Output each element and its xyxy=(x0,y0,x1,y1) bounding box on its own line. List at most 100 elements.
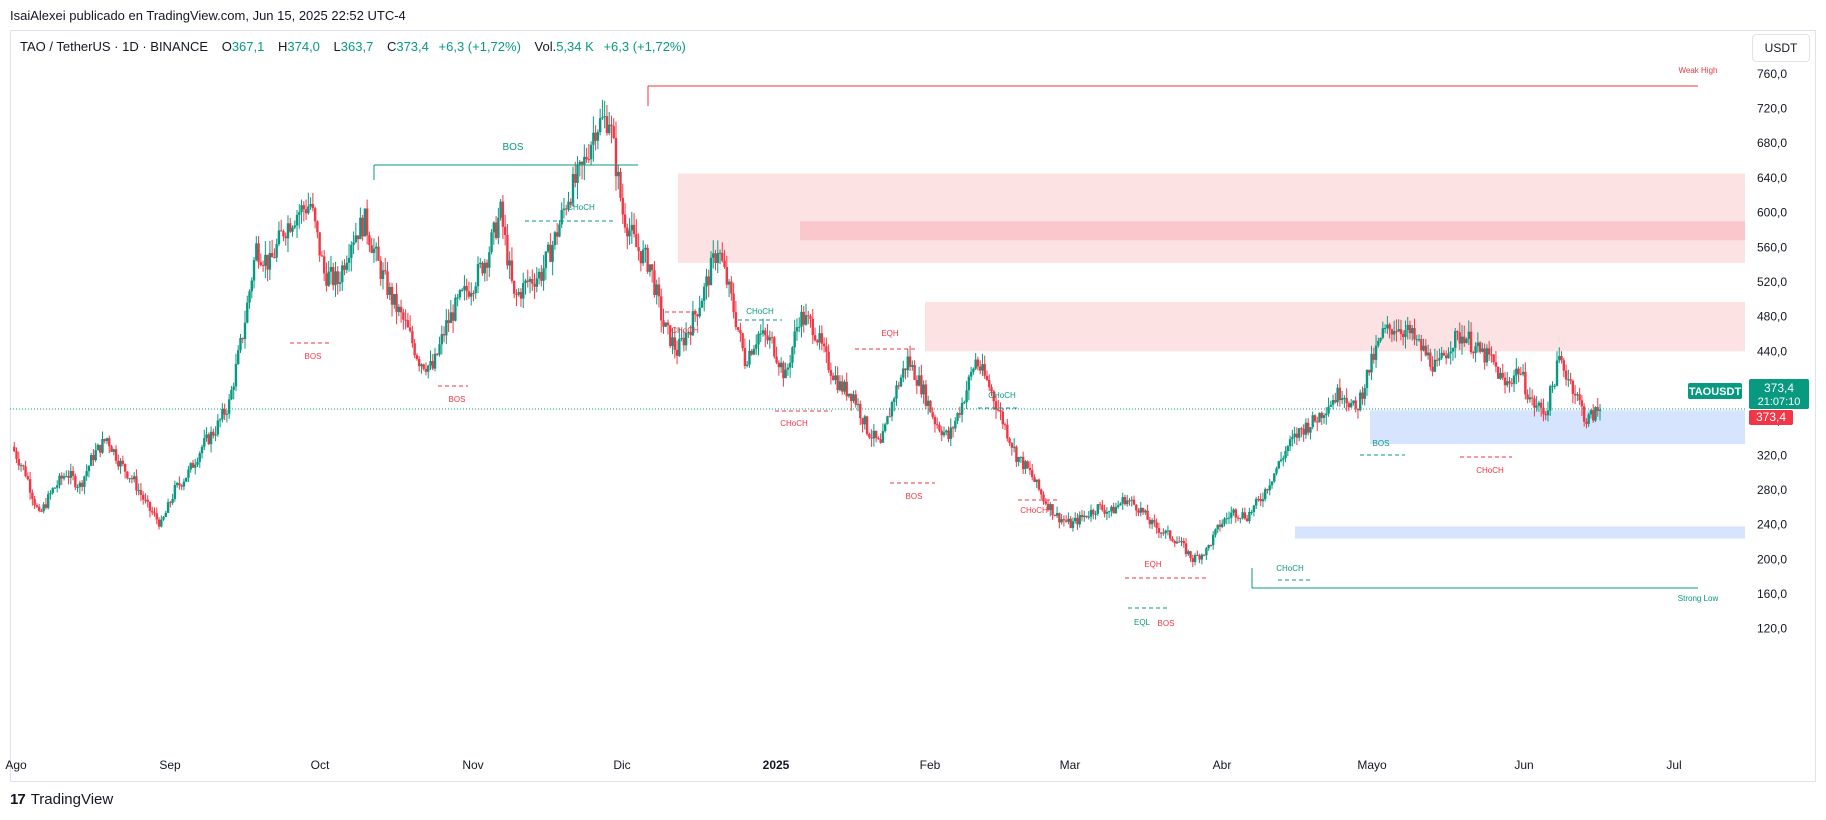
candle-up xyxy=(65,476,68,478)
candle-up xyxy=(671,337,674,347)
candle-down xyxy=(1157,528,1161,533)
candle-down xyxy=(1399,329,1403,334)
candle-down xyxy=(114,449,118,461)
candle-up xyxy=(1404,330,1407,338)
candle-up xyxy=(76,487,79,489)
candle-down xyxy=(1076,517,1079,525)
candle-up xyxy=(578,161,581,165)
candle-up xyxy=(1221,523,1224,527)
candle-up xyxy=(438,344,441,355)
candle-down xyxy=(302,205,306,210)
candle-up xyxy=(1139,507,1142,513)
candle-up xyxy=(1485,348,1489,363)
candle-up xyxy=(648,264,652,272)
candle-down xyxy=(169,502,172,504)
candle-up xyxy=(1377,340,1380,346)
candle-down xyxy=(766,335,769,341)
candle-down xyxy=(1085,515,1088,518)
candle-up xyxy=(567,201,570,210)
candle-down xyxy=(1494,362,1498,367)
candle-down xyxy=(465,285,468,292)
candle-down xyxy=(696,314,699,317)
candle-down xyxy=(1257,498,1260,500)
candle-up xyxy=(687,332,690,334)
symbol-legend: TAO / TetherUS · 1D · BINANCE O367,1 H37… xyxy=(20,39,686,54)
symbol-name[interactable]: TAO / TetherUS · 1D · BINANCE xyxy=(20,39,209,54)
candle-down xyxy=(80,482,84,487)
candle-down xyxy=(1132,499,1136,505)
candle-up xyxy=(562,208,566,211)
chart-frame[interactable] xyxy=(10,30,1816,782)
candle-down xyxy=(1245,518,1249,522)
candle-up xyxy=(1546,410,1550,416)
candle-down xyxy=(1103,509,1106,514)
candle-up xyxy=(1454,331,1457,348)
candle-up xyxy=(517,291,520,295)
candle-up xyxy=(393,293,396,305)
structure-label-bos: BOS xyxy=(305,352,322,361)
candle-down xyxy=(424,368,428,372)
candle-up xyxy=(1336,387,1339,403)
candle-up xyxy=(1089,509,1093,517)
candle-up xyxy=(508,260,511,266)
tradingview-footer[interactable]: 17 TradingView xyxy=(10,791,113,808)
structure-label-choch: CHoCH xyxy=(988,391,1016,400)
candle-up xyxy=(1558,356,1561,361)
y-tick-label: 600,0 xyxy=(1757,206,1787,220)
candle-up xyxy=(1261,499,1265,502)
candle-up xyxy=(779,362,783,368)
candle-down xyxy=(813,335,817,341)
candle-up xyxy=(1166,530,1170,532)
currency-button[interactable]: USDT xyxy=(1752,34,1810,62)
candle-up xyxy=(1392,331,1396,335)
candle-down xyxy=(540,271,543,281)
candle-up xyxy=(1230,512,1233,518)
y-tick-label: 520,0 xyxy=(1757,275,1787,289)
candle-up xyxy=(388,286,391,295)
candle-down xyxy=(71,471,75,477)
candle-up xyxy=(1535,405,1538,408)
candle-up xyxy=(1164,530,1167,534)
candle-up xyxy=(1105,512,1109,514)
candle-up xyxy=(1567,379,1570,381)
candle-up xyxy=(945,430,948,433)
y-tick-label: 480,0 xyxy=(1757,310,1787,324)
candle-down xyxy=(404,319,407,321)
candle-down xyxy=(1051,504,1054,516)
candle-down xyxy=(605,116,609,134)
candle-up xyxy=(492,222,496,233)
candle-down xyxy=(1266,489,1269,491)
candle-up xyxy=(603,116,606,118)
candle-up xyxy=(1223,518,1226,524)
candle-up xyxy=(347,257,351,263)
x-tick-label: Ago xyxy=(5,758,27,772)
candle-down xyxy=(1171,538,1174,541)
candle-up xyxy=(1073,517,1077,522)
structure-label-eqh: EQH xyxy=(1144,560,1162,569)
candle-up xyxy=(890,401,894,417)
y-tick-label: 720,0 xyxy=(1757,102,1787,116)
candle-down xyxy=(485,262,489,268)
candle-up xyxy=(268,253,272,270)
candle-up xyxy=(1126,500,1129,505)
candle-up xyxy=(1417,339,1421,341)
candle-down xyxy=(1182,540,1185,544)
candle-up xyxy=(1216,524,1219,530)
candle-down xyxy=(103,439,106,441)
candle-up xyxy=(791,347,794,363)
candle-down xyxy=(1560,356,1563,361)
candle-down xyxy=(1456,331,1459,333)
candle-up xyxy=(1096,504,1100,514)
candle-down xyxy=(587,159,591,161)
candle-down xyxy=(764,330,767,336)
candle-down xyxy=(1295,433,1299,438)
candle-up xyxy=(474,286,477,294)
candle-down xyxy=(1478,342,1482,352)
candle-down xyxy=(494,222,498,238)
candle-down xyxy=(126,471,129,479)
candle-up xyxy=(700,300,704,308)
candle-up xyxy=(105,438,109,441)
candle-up xyxy=(1352,400,1355,404)
y-tick-label: 640,0 xyxy=(1757,171,1787,185)
